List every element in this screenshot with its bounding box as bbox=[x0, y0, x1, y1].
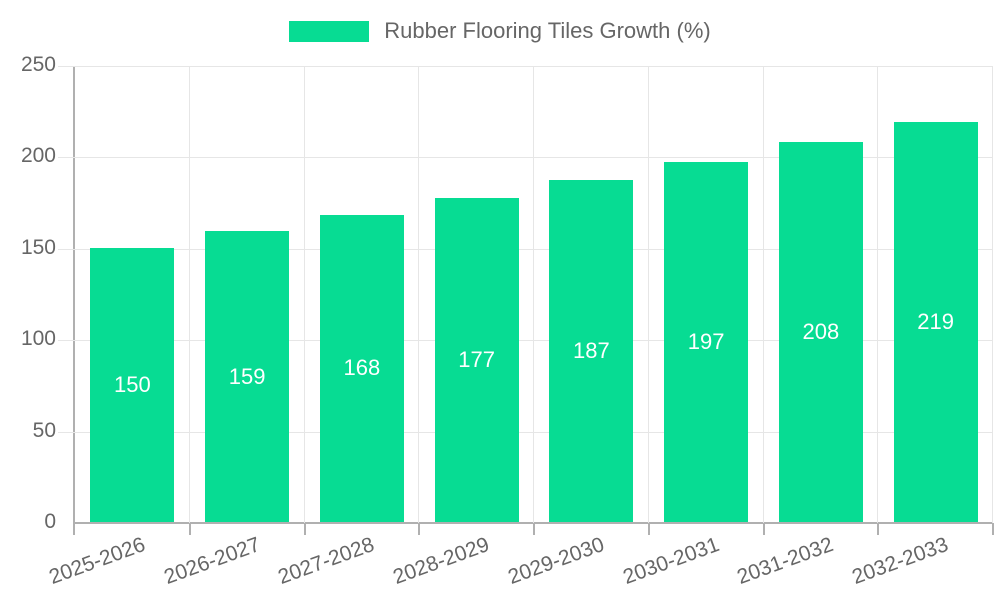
bar-value-label: 159 bbox=[228, 363, 266, 389]
y-axis-tick-label: 0 bbox=[44, 510, 56, 534]
x-axis-tick-label: 2032-2033 bbox=[849, 533, 952, 589]
x-axis-tick bbox=[533, 523, 535, 535]
bar: 208 bbox=[778, 141, 863, 522]
x-gridline bbox=[648, 66, 649, 523]
x-axis-tick bbox=[189, 523, 191, 535]
y-gridline bbox=[58, 432, 993, 433]
x-gridline bbox=[304, 66, 305, 523]
x-gridline bbox=[533, 66, 534, 523]
x-gridline bbox=[189, 66, 190, 523]
x-gridline bbox=[877, 66, 878, 523]
bar: 168 bbox=[319, 214, 404, 522]
bar-value-label: 219 bbox=[917, 308, 954, 334]
legend-label: Rubber Flooring Tiles Growth (%) bbox=[384, 18, 711, 43]
x-gridline bbox=[418, 66, 419, 523]
y-axis-tick-label: 100 bbox=[20, 327, 56, 351]
x-axis-tick-label: 2030-2031 bbox=[619, 533, 722, 589]
x-axis-tick bbox=[418, 523, 420, 535]
y-gridline bbox=[58, 157, 993, 158]
y-gridline bbox=[58, 66, 993, 67]
x-axis-tick bbox=[992, 523, 994, 535]
x-gridline bbox=[992, 66, 993, 523]
x-axis-tick bbox=[648, 523, 650, 535]
bar: 159 bbox=[205, 231, 290, 522]
y-gridline bbox=[58, 340, 993, 341]
y-axis-line bbox=[73, 66, 75, 535]
bar-value-label: 150 bbox=[114, 371, 151, 397]
x-axis-tick bbox=[73, 523, 75, 535]
x-axis-tick bbox=[304, 523, 306, 535]
x-axis-tick-label: 2027-2028 bbox=[275, 533, 378, 589]
bar-value-label: 208 bbox=[802, 318, 840, 344]
x-axis-tick bbox=[877, 523, 879, 535]
chart-legend[interactable]: Rubber Flooring Tiles Growth (%) bbox=[0, 18, 1000, 44]
bar-value-label: 197 bbox=[687, 328, 725, 354]
x-axis-tick-label: 2031-2032 bbox=[734, 533, 837, 589]
bar-value-label: 168 bbox=[343, 355, 381, 381]
y-axis-tick-label: 200 bbox=[20, 144, 56, 168]
x-gridline bbox=[763, 66, 764, 523]
x-axis-tick-label: 2028-2029 bbox=[390, 533, 493, 589]
x-axis-tick bbox=[763, 523, 765, 535]
bar-value-label: 187 bbox=[573, 338, 610, 364]
bar-value-label: 177 bbox=[458, 347, 495, 373]
bar: 177 bbox=[434, 198, 519, 522]
legend-swatch-icon bbox=[289, 20, 370, 42]
y-gridline bbox=[58, 249, 993, 250]
y-axis-tick-label: 50 bbox=[32, 419, 56, 443]
x-axis-tick-label: 2026-2027 bbox=[160, 533, 263, 589]
bar: 187 bbox=[549, 180, 634, 522]
y-axis-tick-label: 150 bbox=[20, 236, 56, 260]
bar: 197 bbox=[664, 161, 749, 522]
y-axis-tick-label: 250 bbox=[20, 53, 56, 77]
x-axis-tick-label: 2029-2030 bbox=[504, 533, 608, 589]
x-axis-tick-label: 2025-2026 bbox=[45, 533, 149, 589]
bar: 150 bbox=[90, 247, 175, 522]
plot-area: 0 50 100 150 200 250 150 159 168 177 187 197 208 219 2… bbox=[21, 53, 994, 589]
bar: 219 bbox=[893, 121, 978, 522]
